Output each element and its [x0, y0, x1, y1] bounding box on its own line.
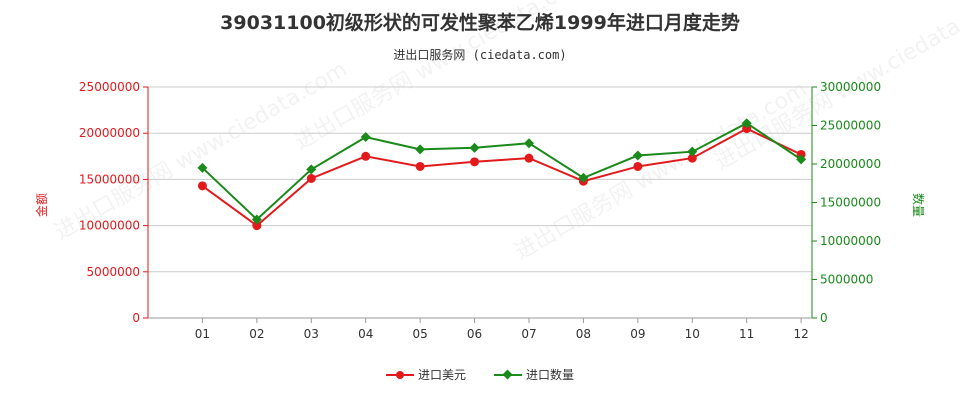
x-tick-label: 07 — [521, 327, 536, 341]
x-tick-label: 04 — [358, 327, 373, 341]
y-right-tick-label: 5000000 — [820, 273, 873, 287]
x-tick-label: 02 — [249, 327, 264, 341]
legend-swatch-quantity — [494, 369, 522, 381]
data-point-quantity — [632, 150, 643, 161]
data-point-quantity — [687, 146, 698, 157]
y-right-axis-label: 数量 — [911, 193, 926, 217]
data-point-quantity — [251, 214, 262, 225]
y-right-tick-label: 25000000 — [820, 119, 881, 133]
data-point-quantity — [796, 154, 807, 165]
y-left-tick-label: 20000000 — [79, 126, 140, 140]
y-left-tick-label: 0 — [132, 311, 140, 325]
y-right-tick-label: 30000000 — [820, 80, 881, 94]
y-left-tick-label: 15000000 — [79, 172, 140, 186]
data-point-quantity — [741, 118, 752, 129]
data-point-quantity — [415, 144, 426, 155]
data-point-value — [633, 161, 643, 171]
x-tick-label: 10 — [685, 327, 700, 341]
data-point-value — [252, 221, 262, 231]
data-point-value — [415, 161, 425, 171]
legend-item-value[interactable]: 进口美元 — [385, 366, 466, 383]
data-point-value — [197, 181, 207, 191]
legend: 进口美元 进口数量 — [0, 366, 960, 383]
y-left-axis-label: 金额 — [34, 193, 49, 217]
watermark-text: 进出口服务网 www.ciedata.com — [511, 77, 812, 265]
chart-subtitle: 进出口服务网 (ciedata.com) — [393, 48, 567, 62]
x-tick-label: 11 — [739, 327, 754, 341]
y-left-tick-label: 10000000 — [79, 219, 140, 233]
data-point-value — [306, 173, 316, 183]
series-line-quantity — [201, 122, 802, 221]
x-tick-label: 01 — [195, 327, 210, 341]
data-point-quantity — [360, 132, 371, 143]
x-tick-label: 09 — [630, 327, 645, 341]
x-tick-label: 05 — [412, 327, 427, 341]
data-point-quantity — [523, 138, 534, 149]
x-tick-label: 12 — [793, 327, 808, 341]
legend-label-quantity: 进口数量 — [526, 368, 575, 382]
series-line-value — [201, 127, 802, 227]
x-tick-label: 08 — [576, 327, 591, 341]
data-point-value — [361, 151, 371, 161]
y-left-tick-label: 25000000 — [79, 80, 140, 94]
y-right-tick-label: 20000000 — [820, 157, 881, 171]
legend-label-value: 进口美元 — [417, 368, 466, 382]
legend-swatch-value — [385, 369, 414, 381]
data-point-quantity — [197, 162, 208, 173]
data-point-quantity — [578, 172, 589, 183]
legend-item-quantity[interactable]: 进口数量 — [494, 366, 574, 383]
data-point-value — [524, 153, 534, 163]
x-tick-label: 06 — [467, 327, 482, 341]
y-right-tick-label: 10000000 — [820, 234, 881, 248]
data-point-quantity — [306, 164, 317, 175]
x-tick-label: 03 — [304, 327, 319, 341]
y-right-tick-label: 0 — [820, 311, 828, 325]
data-point-value — [687, 153, 697, 163]
data-point-quantity — [469, 142, 480, 153]
chart-title: 39031100初级形状的可发性聚苯乙烯1999年进口月度走势 — [220, 12, 740, 34]
data-point-value — [742, 124, 752, 134]
y-left-tick-label: 5000000 — [87, 265, 140, 279]
data-point-value — [470, 157, 480, 167]
y-right-tick-label: 15000000 — [820, 196, 881, 210]
